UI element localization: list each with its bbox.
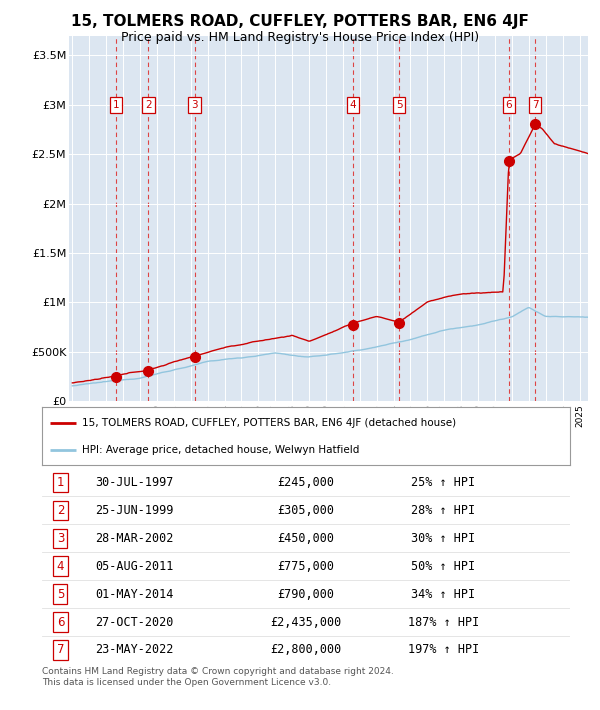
Text: 27-OCT-2020: 27-OCT-2020 bbox=[95, 616, 173, 628]
Text: £2,800,000: £2,800,000 bbox=[271, 643, 341, 657]
Text: £2,435,000: £2,435,000 bbox=[271, 616, 341, 628]
Text: 3: 3 bbox=[191, 99, 198, 109]
Text: £450,000: £450,000 bbox=[277, 532, 335, 545]
Text: 5: 5 bbox=[57, 588, 64, 601]
Text: £790,000: £790,000 bbox=[277, 588, 335, 601]
Text: 34% ↑ HPI: 34% ↑ HPI bbox=[411, 588, 475, 601]
Text: 4: 4 bbox=[350, 99, 356, 109]
Text: £305,000: £305,000 bbox=[277, 504, 335, 517]
Text: 1: 1 bbox=[113, 99, 119, 109]
Text: 197% ↑ HPI: 197% ↑ HPI bbox=[407, 643, 479, 657]
Text: £245,000: £245,000 bbox=[277, 476, 335, 489]
Text: 2: 2 bbox=[145, 99, 152, 109]
Text: 23-MAY-2022: 23-MAY-2022 bbox=[95, 643, 173, 657]
Text: 5: 5 bbox=[396, 99, 403, 109]
Text: 7: 7 bbox=[532, 99, 539, 109]
Text: Contains HM Land Registry data © Crown copyright and database right 2024.
This d: Contains HM Land Registry data © Crown c… bbox=[42, 667, 394, 687]
Text: 187% ↑ HPI: 187% ↑ HPI bbox=[407, 616, 479, 628]
Text: £775,000: £775,000 bbox=[277, 559, 335, 573]
Text: 05-AUG-2011: 05-AUG-2011 bbox=[95, 559, 173, 573]
Text: 7: 7 bbox=[57, 643, 64, 657]
Text: 30-JUL-1997: 30-JUL-1997 bbox=[95, 476, 173, 489]
Text: 25% ↑ HPI: 25% ↑ HPI bbox=[411, 476, 475, 489]
Text: 25-JUN-1999: 25-JUN-1999 bbox=[95, 504, 173, 517]
Text: 4: 4 bbox=[57, 559, 64, 573]
Text: 2: 2 bbox=[57, 504, 64, 517]
Text: HPI: Average price, detached house, Welwyn Hatfield: HPI: Average price, detached house, Welw… bbox=[82, 445, 359, 456]
Text: Price paid vs. HM Land Registry's House Price Index (HPI): Price paid vs. HM Land Registry's House … bbox=[121, 31, 479, 43]
Text: 3: 3 bbox=[57, 532, 64, 545]
Text: 28% ↑ HPI: 28% ↑ HPI bbox=[411, 504, 475, 517]
Text: 15, TOLMERS ROAD, CUFFLEY, POTTERS BAR, EN6 4JF: 15, TOLMERS ROAD, CUFFLEY, POTTERS BAR, … bbox=[71, 14, 529, 29]
Text: 30% ↑ HPI: 30% ↑ HPI bbox=[411, 532, 475, 545]
Text: 1: 1 bbox=[57, 476, 64, 489]
Text: 28-MAR-2002: 28-MAR-2002 bbox=[95, 532, 173, 545]
Text: 6: 6 bbox=[57, 616, 64, 628]
Text: 50% ↑ HPI: 50% ↑ HPI bbox=[411, 559, 475, 573]
Text: 6: 6 bbox=[506, 99, 512, 109]
Text: 15, TOLMERS ROAD, CUFFLEY, POTTERS BAR, EN6 4JF (detached house): 15, TOLMERS ROAD, CUFFLEY, POTTERS BAR, … bbox=[82, 417, 456, 427]
Text: 01-MAY-2014: 01-MAY-2014 bbox=[95, 588, 173, 601]
